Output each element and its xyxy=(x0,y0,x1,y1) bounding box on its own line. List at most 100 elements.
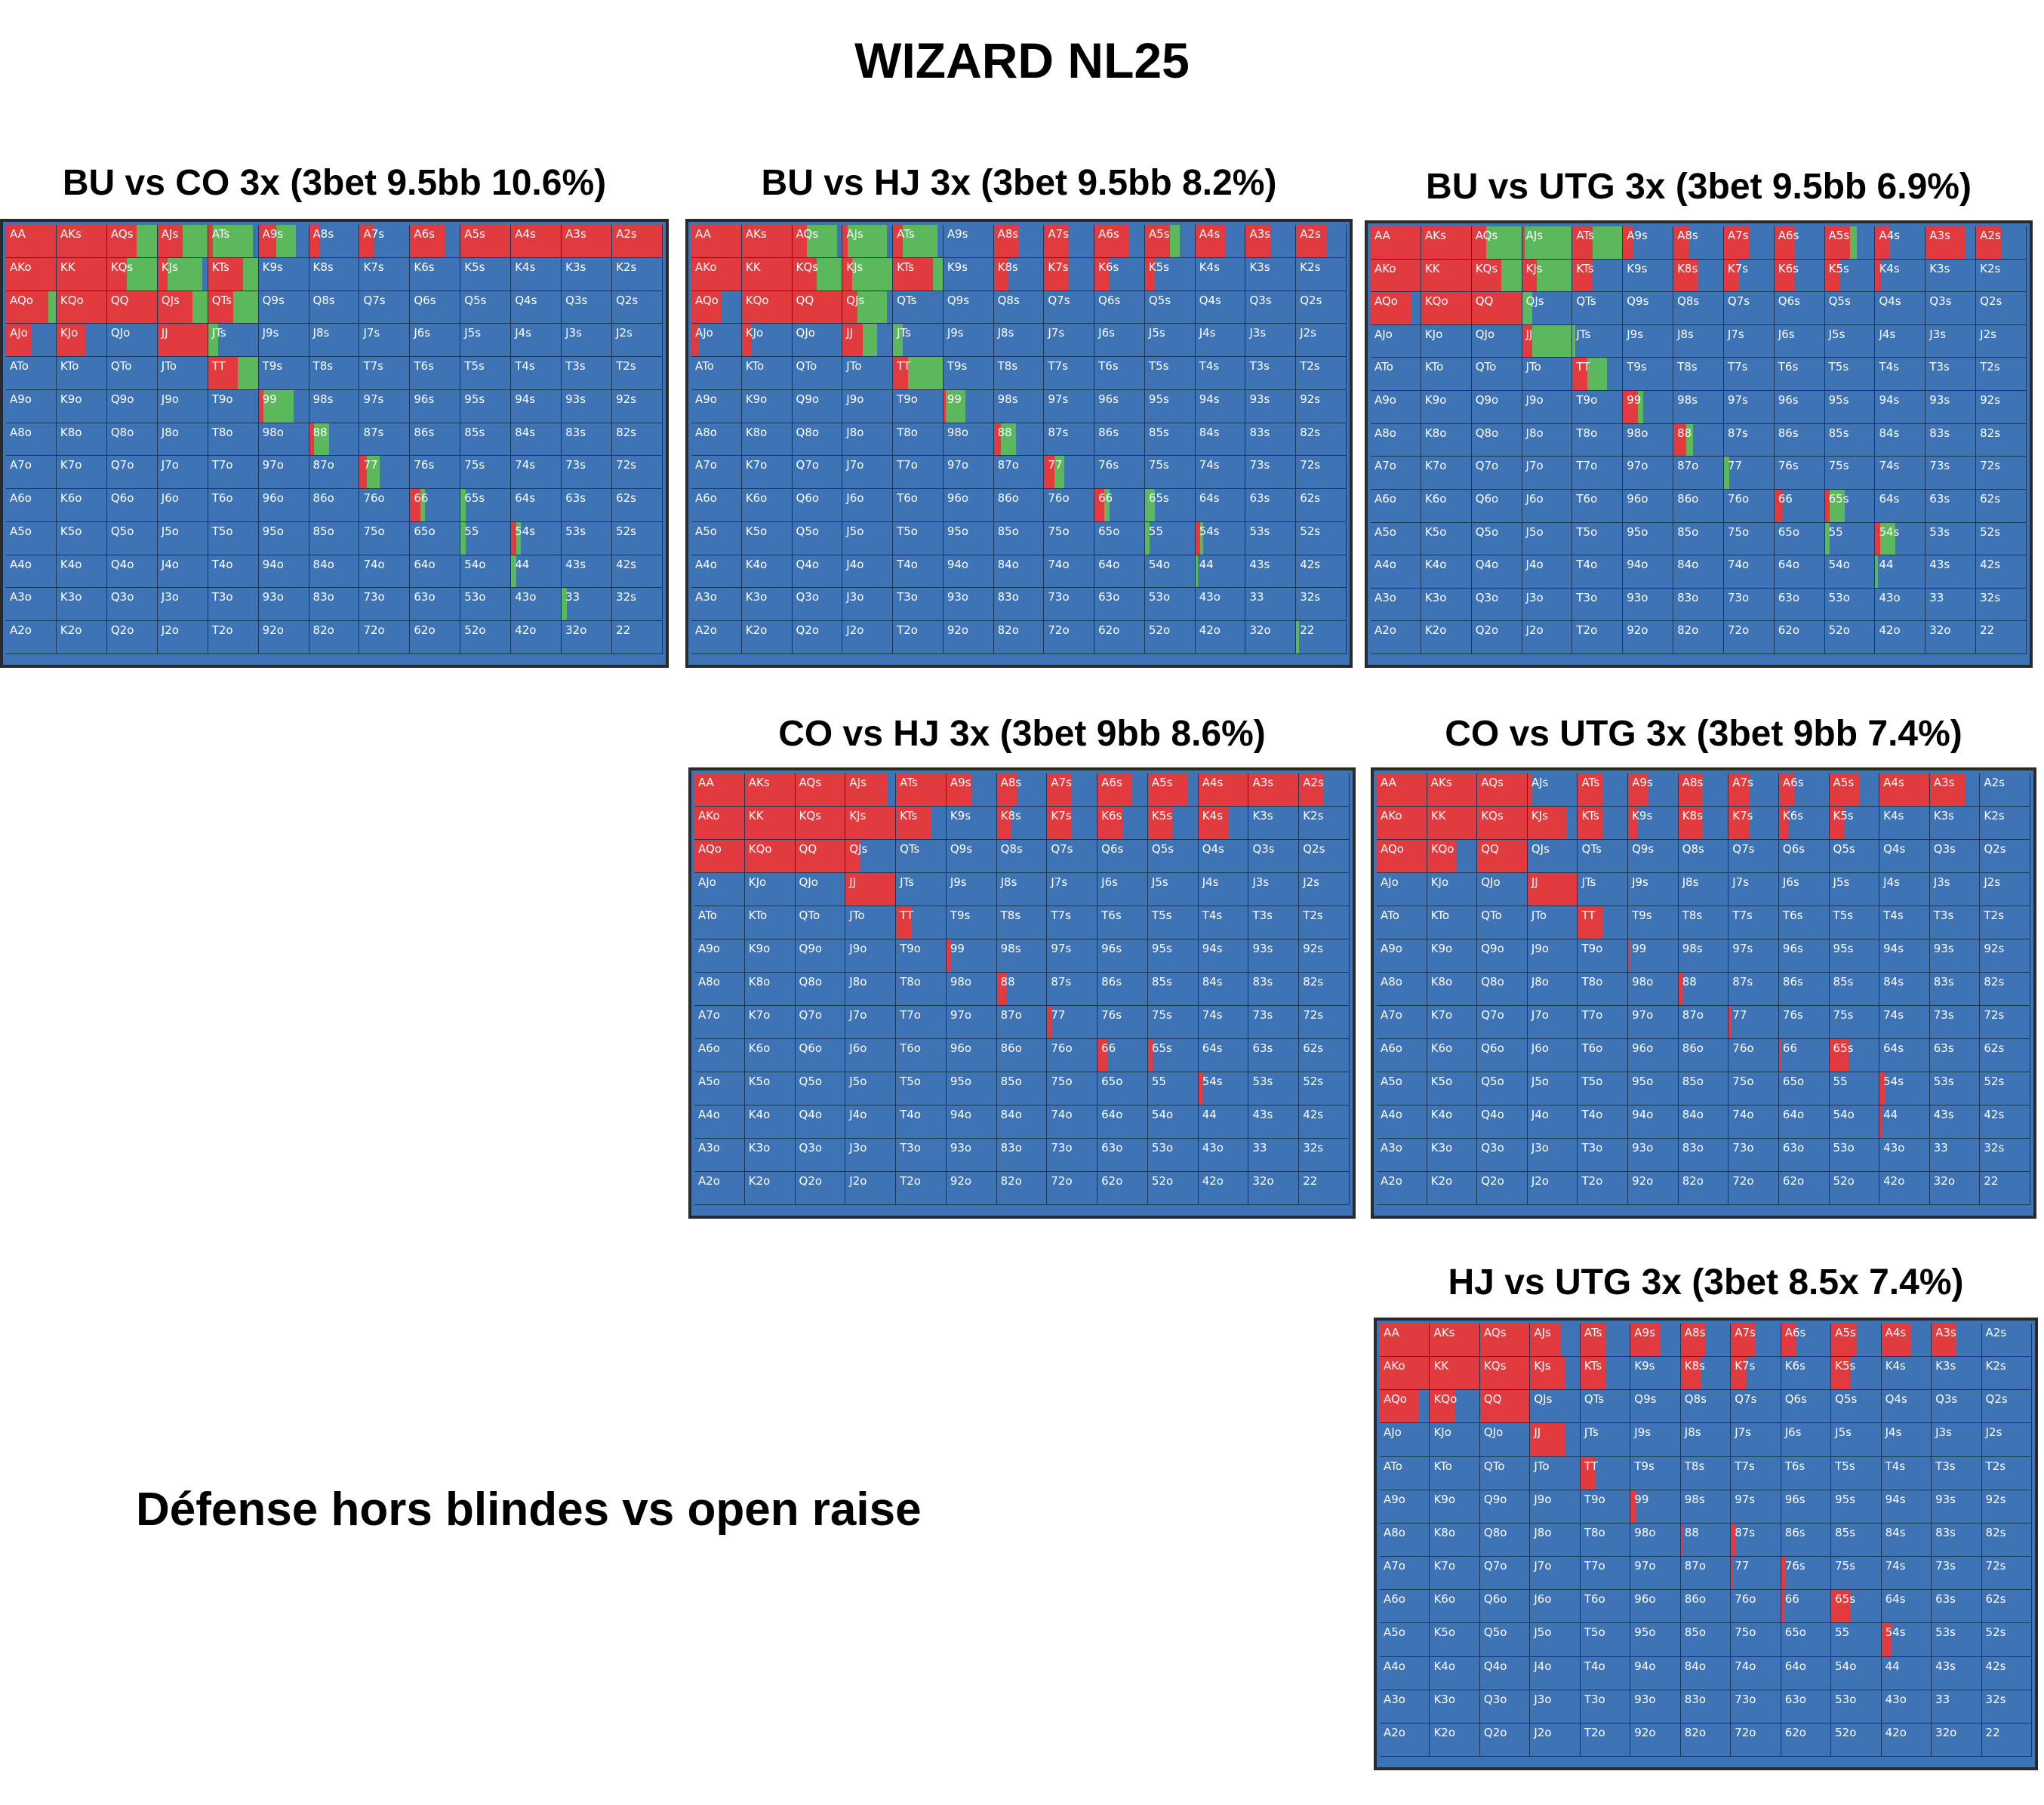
hand-label: T9o xyxy=(211,392,233,406)
hand-cell-K8s: K8s xyxy=(1678,807,1729,840)
hand-label: 65o xyxy=(1782,1075,1805,1088)
hand-label: 72o xyxy=(1048,623,1070,638)
hand-label: K8o xyxy=(1424,426,1447,440)
hand-label: J3o xyxy=(1525,590,1544,604)
hand-label: 52s xyxy=(1980,524,2001,539)
hand-cell-A7s: A7s xyxy=(1047,773,1098,807)
hand-cell-K6s: K6s xyxy=(410,257,461,291)
hand-cell-22: 22 xyxy=(612,621,663,654)
hand-label: QJs xyxy=(846,293,865,307)
hand-label: Q6s xyxy=(1784,1392,1807,1407)
hand-label: AA xyxy=(1384,1326,1399,1339)
hand-label: A9o xyxy=(1384,1492,1405,1506)
hand-label: Q7s xyxy=(363,293,386,307)
hand-cell-62s: 62s xyxy=(1976,489,2027,523)
hand-label: 74o xyxy=(363,557,385,571)
hand-label: 64o xyxy=(1778,558,1800,572)
hand-cell-AQs: AQs xyxy=(792,225,843,258)
hand-cell-K6o: K6o xyxy=(1430,1590,1480,1624)
hand-cell-QTs: QTs xyxy=(893,291,944,324)
raise-fill xyxy=(1371,259,1421,292)
hand-label: QTo xyxy=(799,909,820,922)
hand-cell-99: 99 xyxy=(946,939,997,973)
raise-fill xyxy=(1932,1324,1956,1357)
hand-label: KTs xyxy=(211,260,229,274)
hand-label: QTo xyxy=(1481,909,1502,922)
hand-label: J7o xyxy=(849,1008,867,1022)
hand-cell-Q9o: Q9o xyxy=(795,939,846,973)
hand-cell-44: 44 xyxy=(1879,1105,1930,1139)
hand-label: Q9s xyxy=(262,293,285,307)
hand-cell-QQ: QQ xyxy=(106,291,158,324)
hand-label: T8o xyxy=(900,975,921,989)
hand-cell-42s: 42s xyxy=(1299,1105,1350,1139)
hand-label: J3s xyxy=(1252,875,1270,889)
hand-cell-T2s: T2s xyxy=(612,357,663,390)
hand-cell-A7s: A7s xyxy=(1044,225,1095,258)
hand-cell-82o: 82o xyxy=(996,1172,1048,1205)
raise-fill xyxy=(1781,1324,1796,1357)
hand-cell-A7o: A7o xyxy=(1380,1557,1430,1591)
hand-cell-Q8s: Q8s xyxy=(309,291,360,324)
hand-cell-53s: 53s xyxy=(562,521,613,555)
hand-cell-K2s: K2s xyxy=(1299,807,1350,840)
raise-fill xyxy=(893,357,908,389)
hand-label: J6o xyxy=(161,491,179,506)
raise-fill xyxy=(1879,1105,1882,1138)
hand-label: TT xyxy=(211,359,226,374)
hand-cell-KQs: KQs xyxy=(1479,1357,1531,1391)
hand-cell-K5o: K5o xyxy=(1421,522,1472,556)
hand-label: Q3s xyxy=(565,293,588,307)
hand-cell-T4s: T4s xyxy=(1875,358,1926,392)
hand-label: K4o xyxy=(1424,558,1447,572)
hand-cell-62o: 62o xyxy=(1781,1723,1832,1757)
hand-cell-J4o: J4o xyxy=(1527,1105,1578,1139)
hand-label: 94o xyxy=(950,1108,972,1121)
hand-label: 94o xyxy=(262,557,284,571)
hand-cell-A3s: A3s xyxy=(1245,225,1297,258)
raise-fill xyxy=(1628,773,1648,806)
hand-cell-JTo: JTo xyxy=(1527,906,1578,939)
raise-fill xyxy=(157,324,208,357)
hand-cell-77: 77 xyxy=(1731,1557,1781,1591)
hand-cell-K8s: K8s xyxy=(996,807,1048,840)
hand-label: QJs xyxy=(1534,1392,1553,1407)
hand-label: 83o xyxy=(1684,1692,1707,1706)
hand-cell-96s: 96s xyxy=(1774,391,1825,424)
hand-label: 94s xyxy=(1879,393,1900,407)
hand-cell-T7s: T7s xyxy=(1728,906,1779,939)
hand-cell-83o: 83o xyxy=(993,588,1045,622)
hand-label: 88 xyxy=(312,425,328,439)
hand-label: Q8s xyxy=(1684,1392,1707,1407)
hand-cell-KTs: KTs xyxy=(896,807,947,840)
hand-cell-83s: 83s xyxy=(1245,423,1297,457)
call-fill xyxy=(1169,225,1180,257)
hand-cell-K6o: K6o xyxy=(1427,1039,1478,1072)
raise-fill xyxy=(896,773,946,806)
hand-label: Q9s xyxy=(1627,294,1649,309)
hand-label: K8o xyxy=(1433,1525,1456,1539)
hand-cell-A3s: A3s xyxy=(1929,773,1981,807)
hand-cell-64s: 64s xyxy=(511,489,562,522)
raise-fill xyxy=(1198,773,1248,806)
hand-cell-83o: 83o xyxy=(996,1139,1048,1172)
call-fill xyxy=(1587,358,1608,391)
hand-label: 65s xyxy=(464,491,485,506)
hand-label: 32o xyxy=(1252,1174,1274,1188)
raise-fill xyxy=(996,773,1017,806)
hand-cell-52s: 52s xyxy=(1980,1072,2030,1105)
hand-label: 87s xyxy=(1735,1525,1756,1539)
hand-cell-J3s: J3s xyxy=(1248,873,1300,906)
range-grid: AA AKs AQs AJs ATs A9s A8s A7s A6s A5s A4s A3s A2s AK… xyxy=(1365,220,2033,668)
hand-cell-Q6o: Q6o xyxy=(1471,489,1522,523)
hand-cell-J5s: J5s xyxy=(1147,873,1199,906)
hand-label: J7s xyxy=(1048,326,1065,340)
hand-label: 76s xyxy=(414,458,435,472)
hand-cell-32s: 32s xyxy=(1296,588,1347,622)
raise-fill xyxy=(1831,1590,1852,1623)
hand-cell-62s: 62s xyxy=(1299,1039,1350,1072)
hand-label: 64s xyxy=(1883,1041,1904,1055)
call-fill xyxy=(893,324,903,357)
hand-label: 65s xyxy=(1833,1041,1854,1055)
hand-label: AKo xyxy=(695,260,717,274)
